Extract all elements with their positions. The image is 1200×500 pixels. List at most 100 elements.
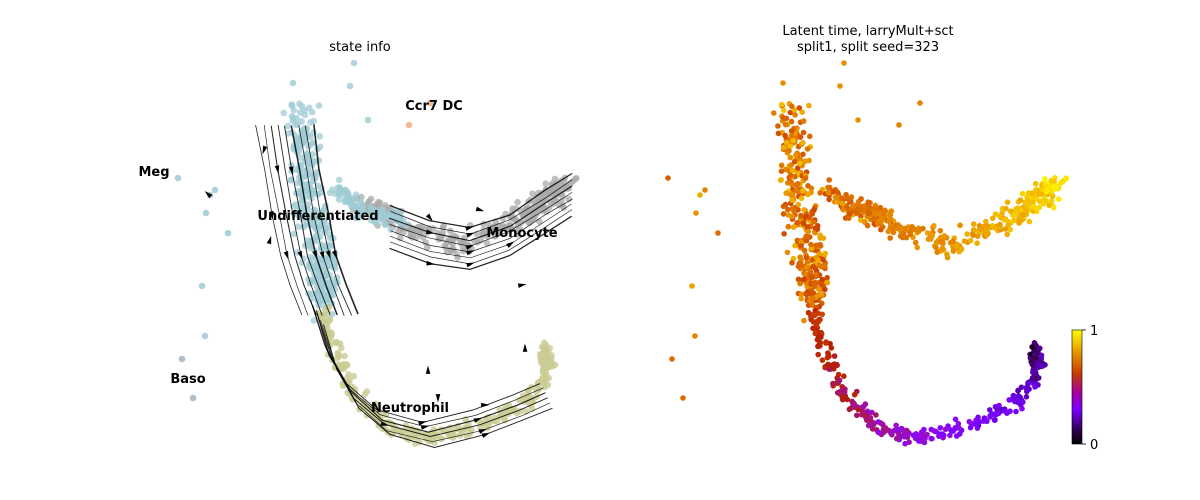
point-latent-time: [854, 412, 860, 419]
point-monocyte: [440, 222, 448, 230]
cluster-label-monocyte: Monocyte: [486, 226, 557, 241]
point-latent-time: [839, 395, 846, 401]
left-scatter-points: [174, 59, 580, 448]
point-latent-time: [795, 181, 801, 187]
point-latent-time: [830, 380, 836, 387]
cluster-labels: Undifferentiated Monocyte Neutrophil Meg…: [138, 99, 557, 416]
point-latent-time: [925, 236, 932, 242]
point-latent-time: [803, 264, 809, 271]
point-undifferentiated: [346, 82, 354, 90]
point-latent-time: [798, 212, 804, 219]
point-ccr7-dc: [426, 99, 434, 107]
point-latent-time: [780, 203, 787, 210]
point-latent-time: [795, 165, 801, 171]
point-latent-time: [805, 191, 811, 197]
point-latent-time: [789, 213, 796, 220]
point-latent-time: [797, 280, 803, 287]
stream-arrow-monocyte: [425, 229, 435, 235]
point-latent-time: [796, 105, 803, 111]
point-latent-time: [815, 351, 821, 358]
stream-arrow: [481, 402, 490, 408]
point-latent-time: [790, 207, 797, 214]
point-undifferentiated: [326, 241, 334, 248]
point-monocyte: [565, 195, 573, 203]
point-latent-time: [839, 384, 845, 390]
point-neutrophil: [339, 363, 346, 371]
point-latent-time: [1023, 207, 1029, 213]
point-latent-time: [821, 263, 827, 269]
point-latent-time: [970, 221, 977, 227]
point-latent-time: [665, 175, 671, 181]
stream-arrow-monocyte: [465, 226, 474, 231]
point-latent-time: [817, 235, 824, 241]
point-latent-time: [817, 190, 823, 196]
point-latent-time: [808, 241, 814, 248]
point-latent-time: [803, 291, 810, 298]
cluster-label-undifferentiated: Undifferentiated: [257, 209, 378, 224]
stream-arrow-neutrophil: [420, 425, 430, 430]
point-undifferentiated: [301, 158, 309, 165]
point-undifferentiated: [335, 189, 342, 196]
point-undifferentiated: [289, 79, 297, 87]
point-latent-time: [801, 276, 807, 283]
point-monocyte: [435, 235, 442, 243]
point-latent-time: [855, 406, 862, 413]
point-latent-time: [1003, 205, 1009, 212]
point-monocyte: [560, 204, 567, 211]
point-latent-time: [870, 421, 877, 428]
point-latent-time: [984, 418, 990, 425]
stream-arrow-undifferentiated: [274, 165, 280, 174]
stream-arrow-neutrophil: [380, 421, 390, 426]
cluster-label-meg: Meg: [138, 165, 169, 180]
point-latent-time: [795, 263, 802, 270]
stream-line-neutrophil: [315, 310, 546, 433]
point-meg: [198, 282, 206, 290]
point-latent-time: [1013, 408, 1019, 415]
stream-arrow: [517, 283, 527, 288]
point-latent-time: [804, 233, 811, 240]
stream-arrow-undifferentiated: [283, 251, 289, 260]
point-latent-time: [797, 134, 804, 140]
point-latent-time: [1017, 394, 1023, 401]
point-latent-time: [888, 208, 895, 214]
point-latent-time: [1010, 392, 1017, 399]
point-latent-time: [865, 415, 872, 422]
stream-line-undifferentiated: [290, 125, 338, 316]
stream-arrow: [435, 394, 441, 403]
point-latent-time: [1013, 210, 1019, 217]
point-latent-time: [855, 201, 861, 207]
right-panel-title-line-2: split1, split seed=323: [797, 40, 939, 55]
point-monocyte: [534, 197, 542, 205]
point-latent-time: [848, 194, 855, 200]
point-latent-time: [1039, 363, 1046, 370]
point-latent-time: [857, 206, 863, 213]
point-latent-time: [1004, 199, 1011, 205]
point-undifferentiated: [295, 147, 303, 155]
point-latent-time: [809, 295, 816, 302]
point-undifferentiated: [308, 108, 316, 116]
point-latent-time: [835, 379, 842, 385]
point-latent-time: [991, 417, 998, 423]
point-latent-time: [813, 271, 819, 278]
point-latent-time: [984, 232, 990, 238]
point-neutrophil: [341, 352, 348, 360]
point-latent-time: [791, 158, 798, 165]
point-latent-time: [805, 183, 811, 189]
point-latent-time: [1007, 226, 1013, 233]
point-latent-time: [797, 160, 803, 167]
point-latent-time: [1048, 177, 1054, 184]
point-latent-time: [893, 422, 899, 429]
point-latent-time: [810, 263, 816, 270]
point-latent-time: [1025, 379, 1031, 386]
stream-line-monocyte: [389, 172, 573, 229]
point-undifferentiated: [309, 139, 317, 146]
point-latent-time: [781, 144, 787, 151]
point-latent-time: [822, 286, 828, 293]
point-latent-time: [841, 60, 847, 66]
stream-arrow-neutrophil: [418, 421, 427, 426]
point-latent-time: [715, 230, 721, 236]
point-latent-time: [1042, 176, 1048, 182]
point-latent-time: [1019, 405, 1025, 412]
point-latent-time: [810, 219, 817, 225]
